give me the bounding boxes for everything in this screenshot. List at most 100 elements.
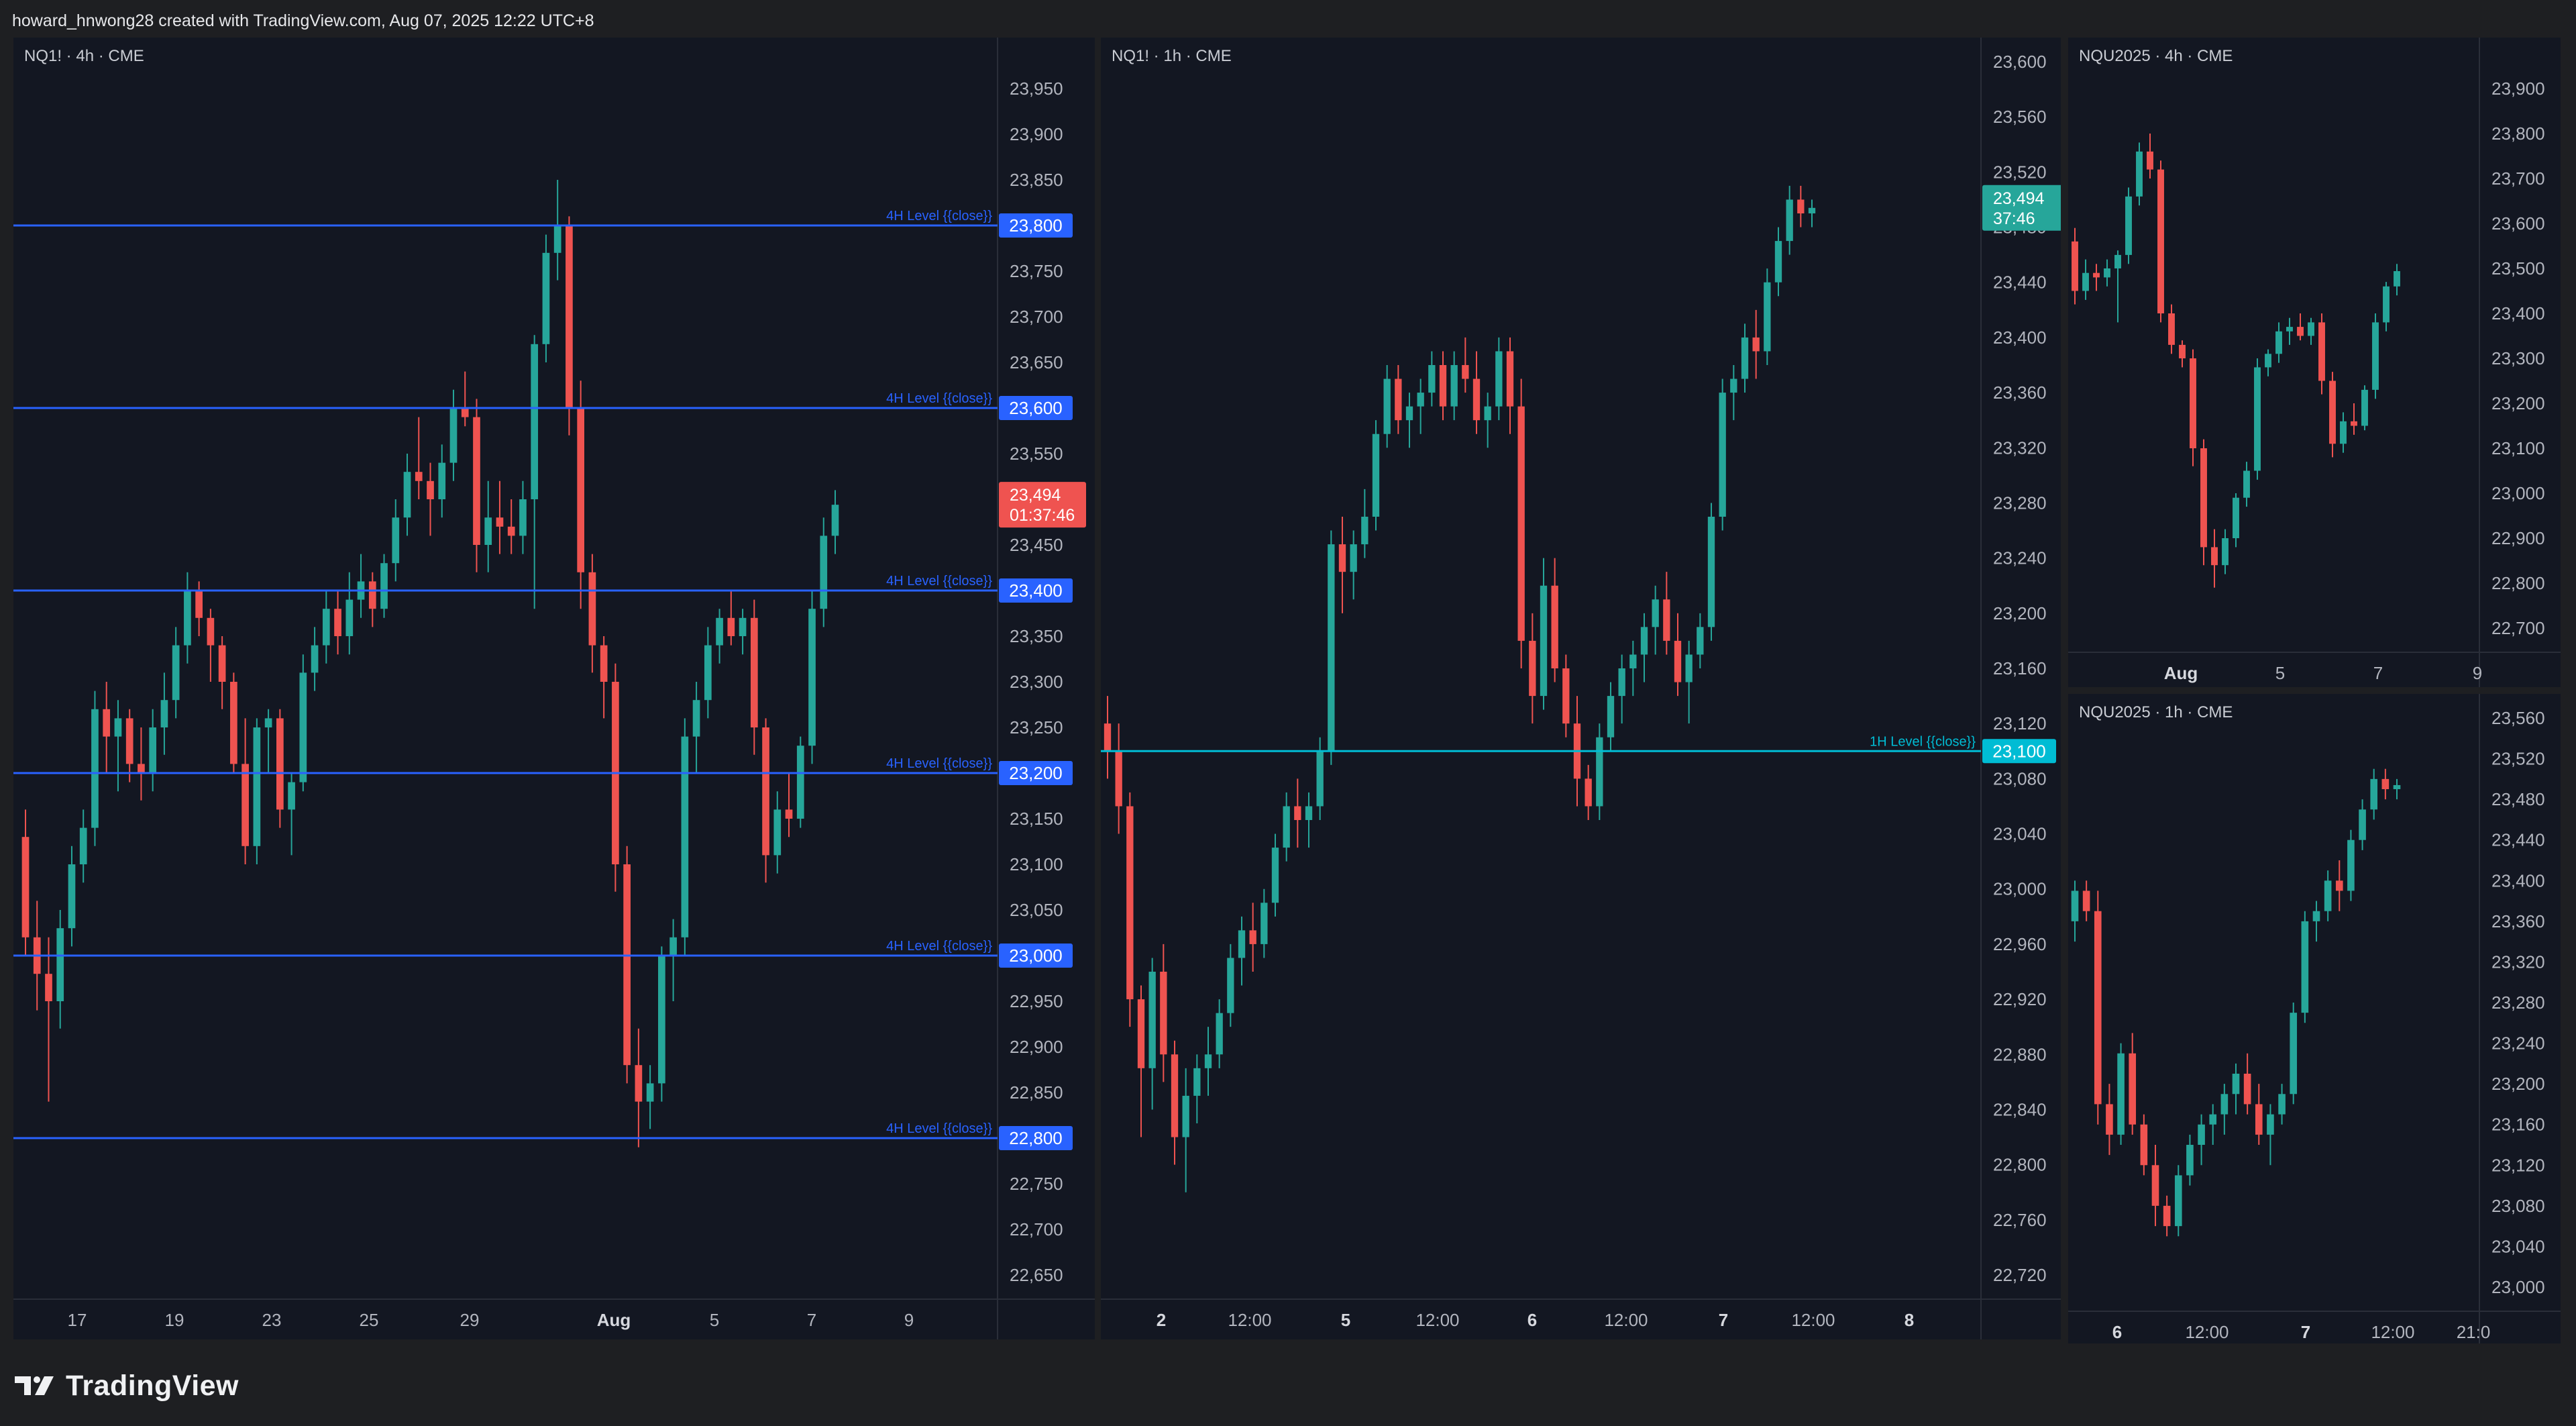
- candle-body: [1506, 351, 1514, 407]
- candle-body: [403, 472, 411, 518]
- candle-body: [461, 408, 469, 417]
- time-tick-label: 6: [2112, 1322, 2122, 1342]
- candle-body: [1137, 999, 1145, 1068]
- candle-body: [1652, 599, 1659, 627]
- candlestick-chart-svg[interactable]: 23,60023,56023,52023,48023,44023,40023,3…: [1101, 38, 2061, 1339]
- candle-body: [542, 252, 550, 344]
- candle-body: [623, 864, 631, 1066]
- candle-body: [1741, 337, 1749, 379]
- candle-body: [1126, 806, 1134, 1000]
- last-price-text: 23,494: [1993, 189, 2045, 208]
- candle-body: [1730, 378, 1737, 393]
- candle-body: [1462, 365, 1469, 379]
- chart-pane-nqu-1h[interactable]: NQU2025 · 1h · CME 23,560 23,520 23,480 23,…: [2068, 694, 2561, 1343]
- candle-body: [2114, 254, 2121, 268]
- chart-pane-nqu-4h[interactable]: NQU2025 · 4h · CME 23,900 23,800 23,700 23,…: [2068, 38, 2561, 687]
- price-tick-label: 23,600: [1993, 52, 2047, 72]
- candle-body: [1663, 599, 1670, 641]
- time-tick-label: 9: [2473, 663, 2482, 683]
- candle-body: [820, 536, 828, 609]
- tradingview-logo[interactable]: TradingView: [15, 1366, 239, 1405]
- candle-body: [1797, 199, 1805, 213]
- price-tick-label: 23,750: [1010, 261, 1063, 281]
- candle-body: [2190, 358, 2196, 448]
- price-tick-label: 23,700: [1010, 307, 1063, 327]
- candle-body: [1629, 654, 1637, 668]
- candle-body: [473, 417, 480, 545]
- countdown-text: 01:37:46: [1010, 506, 1075, 525]
- price-tick-label: 23,150: [1010, 809, 1063, 829]
- candlestick-chart-svg[interactable]: 23,560 23,520 23,480 23,440 23,400 23,360 23,3…: [2068, 694, 2561, 1343]
- level-label: 1H Level {{close}}: [1870, 734, 1976, 749]
- candle-body: [2233, 497, 2239, 538]
- price-tick-label: 23,300: [1010, 672, 1063, 692]
- level-label: 4H Level {{close}}: [886, 939, 992, 954]
- candle-body: [79, 827, 87, 864]
- price-tick-label: 23,950: [1010, 79, 1063, 99]
- candle-body: [1685, 654, 1693, 682]
- price-tick-label: 23,240: [1993, 548, 2047, 568]
- candlestick-chart-svg[interactable]: 23,950 23,900 23,850 23,800 23,750 23,700 23,6…: [13, 38, 1095, 1339]
- candle-body: [2347, 839, 2355, 891]
- time-tick-label: 2: [1157, 1310, 1166, 1330]
- candle-body: [322, 609, 330, 646]
- candle-body: [496, 517, 504, 527]
- candle-body: [2129, 1053, 2137, 1125]
- time-tick-label: 12:00: [2185, 1322, 2229, 1342]
- time-tick-label: 17: [68, 1310, 87, 1330]
- candle-body: [2125, 196, 2132, 255]
- candle-body: [484, 517, 492, 545]
- candle-body: [2094, 911, 2102, 1105]
- candle-body: [2312, 911, 2320, 921]
- candle-body: [1774, 241, 1782, 283]
- price-tick-label: 23,000: [2491, 483, 2545, 503]
- candle-body: [45, 974, 52, 1001]
- candle-body: [56, 928, 64, 1001]
- price-tick-label: 23,400: [1993, 327, 2047, 348]
- candle-body: [646, 1083, 654, 1102]
- candle-body: [21, 837, 30, 937]
- time-tick-label: 5: [2275, 663, 2285, 683]
- price-tick-label: 23,120: [1993, 713, 2047, 733]
- time-tick-label: 12:00: [2371, 1322, 2414, 1342]
- candle-body: [2301, 921, 2309, 1013]
- candle-body: [1283, 806, 1290, 848]
- candle-body: [2157, 169, 2164, 313]
- candle-body: [1707, 517, 1715, 627]
- candle-body: [2275, 331, 2282, 354]
- candle-body: [1551, 585, 1558, 668]
- price-tick-label: 22,880: [1993, 1044, 2047, 1064]
- candlestick-chart-svg[interactable]: 23,900 23,800 23,700 23,600 23,500 23,400 23,3…: [2068, 38, 2561, 687]
- chart-pane-nq-4h[interactable]: NQ1! · 4h · CME 23,950 23,900 23,850 23,800…: [13, 38, 1095, 1339]
- price-tick-label: 23,360: [1993, 383, 2047, 403]
- candle-body: [2351, 421, 2357, 426]
- candle-body: [507, 526, 515, 536]
- time-tick-label: 12:00: [1604, 1310, 1648, 1330]
- candle-body: [368, 581, 376, 609]
- time-tick-label: 12:00: [1791, 1310, 1835, 1330]
- price-tick-label: 23,700: [2491, 168, 2545, 189]
- price-tick-label: 22,900: [1010, 1037, 1063, 1057]
- candle-body: [1294, 806, 1301, 820]
- candle-body: [1104, 723, 1112, 752]
- level-price-badge: [999, 578, 1073, 603]
- chart-pane-nq-1h[interactable]: NQ1! · 1h · CME 23,60023,56023,52023,480…: [1101, 38, 2061, 1339]
- price-tick-label: 23,250: [1010, 717, 1063, 737]
- candle-body: [2318, 322, 2325, 381]
- candle-body: [264, 718, 272, 727]
- candle-body: [635, 1065, 643, 1102]
- price-tick-label: 23,280: [1993, 493, 2047, 513]
- price-tick-label: 23,360: [2491, 911, 2545, 931]
- candle-body: [195, 591, 203, 618]
- candle-body: [2393, 784, 2401, 789]
- symbol-label: NQU2025 · 1h · CME: [2079, 703, 2233, 721]
- candle-body: [230, 682, 237, 764]
- time-tick-label: 5: [1341, 1310, 1350, 1330]
- candle-body: [2243, 1074, 2251, 1105]
- candle-body: [241, 764, 249, 846]
- price-tick-label: 22,700: [2491, 618, 2545, 638]
- time-tick-label: 7: [1719, 1310, 1728, 1330]
- price-tick-label: 23,900: [1010, 124, 1063, 144]
- time-tick-label: 9: [904, 1310, 914, 1330]
- candle-body: [716, 617, 723, 646]
